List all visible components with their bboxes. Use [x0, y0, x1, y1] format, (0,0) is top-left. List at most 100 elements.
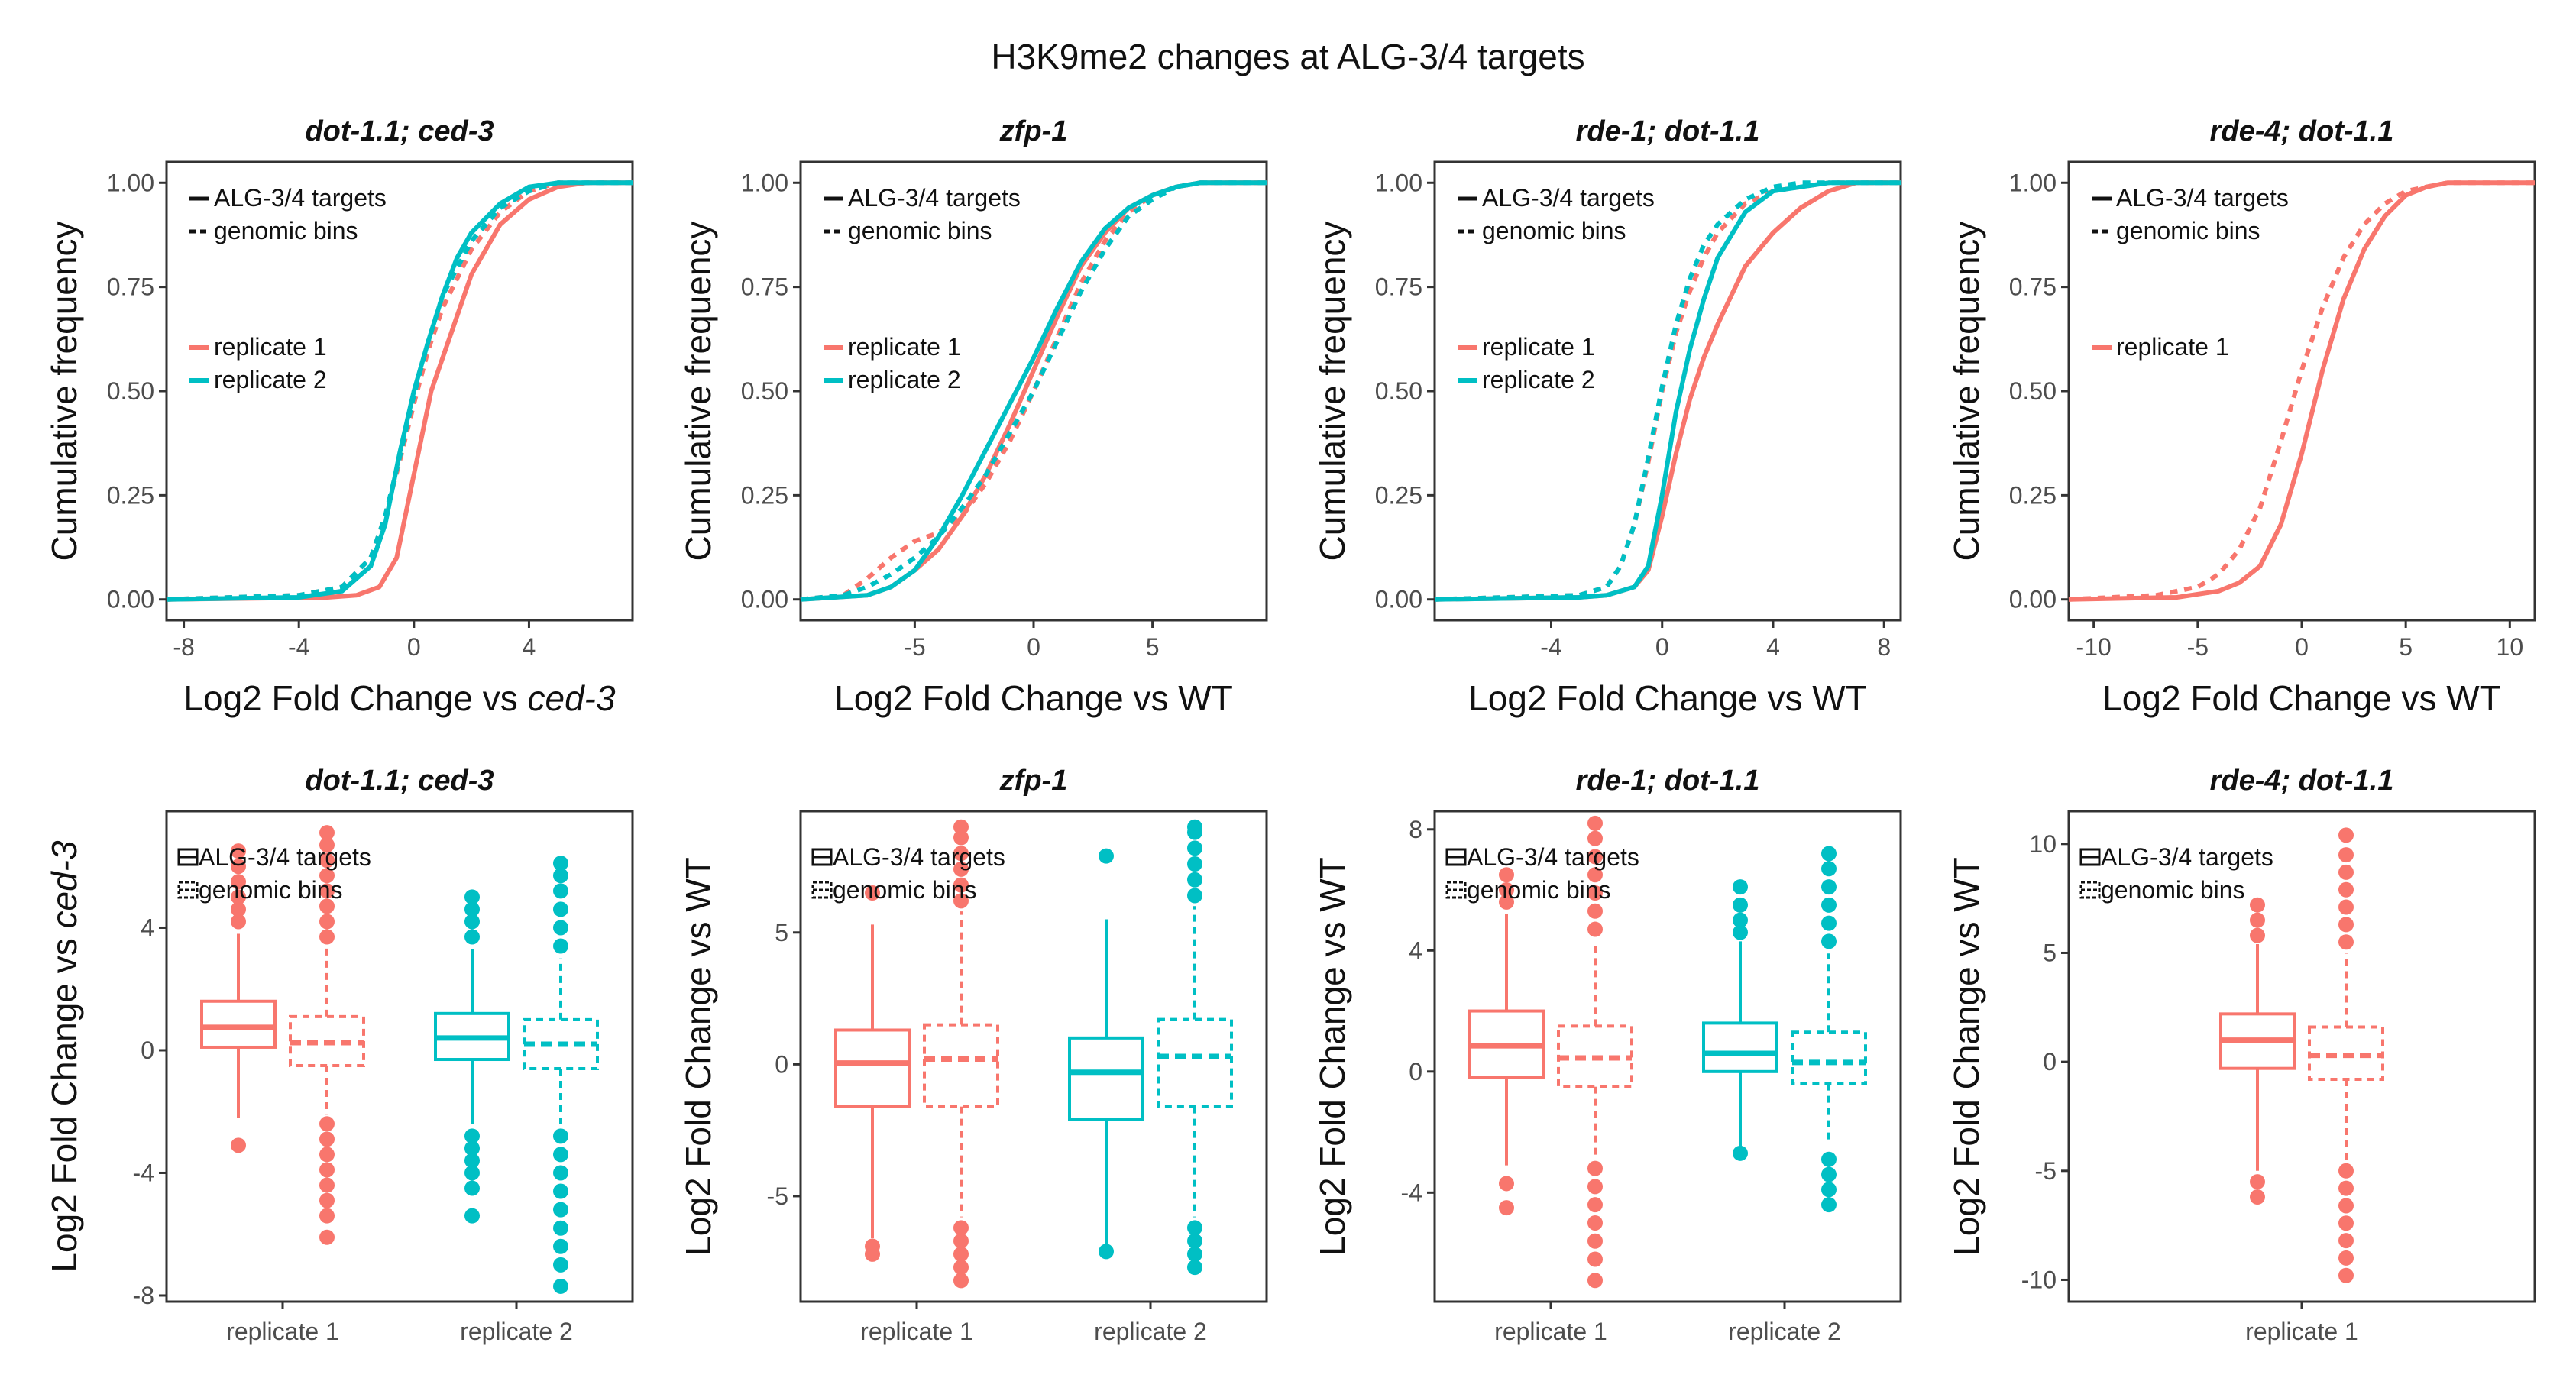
legend-label-replicate-2: replicate 2 [848, 366, 961, 393]
x-tick-label: -10 [2076, 633, 2112, 661]
outlier-point [1499, 1176, 1514, 1192]
box-replicate-2-solid [1068, 848, 1144, 1260]
y-tick-label: 0.00 [741, 586, 788, 613]
panel-4: rde-4; dot-1.1 0.00 0.25 0.50 0.75 1.00 -10 -5 0… [1947, 115, 2536, 718]
y-tick-label: 0 [775, 1050, 788, 1078]
y-tick-label: -10 [2021, 1266, 2057, 1293]
outlier-point [2338, 899, 2354, 915]
outlier-point [1821, 879, 1837, 895]
outlier-point [2338, 1180, 2354, 1196]
x-tick-label: replicate 1 [2245, 1318, 2358, 1345]
y-tick-label: 4 [141, 914, 154, 941]
outlier-point [1821, 1182, 1837, 1198]
outlier-point [1499, 1200, 1514, 1216]
legend-label-dashed: genomic bins [848, 217, 992, 244]
outlier-point [553, 938, 568, 954]
legend-label-dashed: genomic bins [214, 217, 358, 244]
y-tick-label: 0.75 [741, 273, 788, 301]
legend-key-box-dashed [177, 881, 199, 899]
outlier-point [553, 883, 568, 899]
outlier-point [1499, 867, 1514, 883]
outlier-point [319, 1131, 335, 1147]
y-tick-label: 0 [141, 1037, 154, 1064]
box-iqr [1702, 1021, 1778, 1073]
legend-key-box-dashed [2079, 881, 2101, 899]
legend-key-box-solid [2079, 848, 2101, 866]
y-tick-label: 0.75 [1375, 273, 1422, 301]
y-axis-title: Log2 Fold Change vs WT [1312, 857, 1352, 1256]
box-replicate-1-solid [1468, 867, 1545, 1216]
y-axis-title: Cumulative frequency [1312, 222, 1352, 561]
outlier-point [319, 852, 335, 869]
x-axis-title: Log2 Fold Change vs ced-3 [183, 678, 616, 718]
outlier-point [231, 914, 246, 930]
y-tick-label: 5 [2043, 939, 2057, 966]
outlier-point [1821, 933, 1837, 949]
series-line-replicate-2-solid [800, 180, 1267, 602]
outlier-point [464, 889, 480, 905]
y-tick-label: 8 [1409, 816, 1422, 843]
box-iqr [1157, 1017, 1233, 1108]
x-tick-label: 0 [1655, 633, 1669, 661]
outlier-point [1821, 915, 1837, 931]
panel-title: rde-1; dot-1.1 [1576, 115, 1760, 147]
outlier-point [953, 1273, 969, 1289]
x-tick-label: replicate 1 [1494, 1318, 1607, 1345]
y-tick-label: -4 [133, 1159, 154, 1186]
legend-label-box-solid: ALG-3/4 targets [199, 843, 371, 871]
outlier-point [319, 883, 335, 899]
outlier-point [553, 1165, 568, 1181]
x-tick-label: replicate 2 [1728, 1318, 1841, 1345]
legend-label-solid: ALG-3/4 targets [214, 184, 387, 212]
panel-title: rde-1; dot-1.1 [1576, 765, 1760, 797]
y-tick-label: 0.25 [2009, 481, 2057, 509]
outlier-point [865, 885, 880, 901]
legend-label-box-dashed: genomic bins [833, 876, 977, 904]
legend-label-solid: ALG-3/4 targets [1482, 184, 1655, 212]
outlier-point [1587, 885, 1603, 901]
x-tick-label: replicate 1 [226, 1318, 339, 1345]
outlier-point [953, 846, 969, 862]
legend-label-replicate-2: replicate 2 [1482, 366, 1595, 393]
outlier-point [1733, 1145, 1748, 1161]
y-tick-label: 0.50 [1375, 377, 1422, 405]
x-tick-label: 0 [407, 633, 421, 661]
y-axis-title: Log2 Fold Change vs WT [1947, 857, 1986, 1256]
box-replicate-1-solid [200, 843, 277, 1153]
outlier-point [1587, 830, 1603, 846]
x-tick-label: replicate 2 [1094, 1318, 1207, 1345]
outlier-point [1733, 924, 1748, 940]
outlier-point [953, 1233, 969, 1249]
outlier-point [953, 1260, 969, 1276]
panel-title: rde-4; dot-1.1 [2210, 765, 2394, 797]
legend-label-box-solid: ALG-3/4 targets [833, 843, 1005, 871]
y-tick-label: -4 [1401, 1179, 1422, 1206]
x-tick-label: 5 [1146, 633, 1160, 661]
box-iqr [923, 1023, 999, 1108]
y-tick-label: 1.00 [107, 169, 154, 196]
outlier-point [319, 1116, 335, 1132]
y-tick-label: 0.25 [741, 481, 788, 509]
outlier-point [231, 901, 246, 917]
outlier-point [553, 901, 568, 917]
plot-frame [1433, 810, 1902, 1303]
legend-key-box-solid [177, 848, 199, 866]
outlier-point [1821, 1151, 1837, 1167]
panel-title: zfp-1 [999, 765, 1068, 797]
outlier-point [319, 1147, 335, 1163]
outlier-point [319, 1162, 335, 1178]
outlier-point [1587, 1197, 1603, 1213]
legend-label-box-solid: ALG-3/4 targets [1467, 843, 1639, 871]
legend-key-box-frame [1445, 881, 1467, 899]
outlier-point [1587, 1160, 1603, 1176]
legend-label-replicate-1: replicate 1 [214, 333, 327, 361]
outlier-point [319, 837, 335, 853]
outlier-point [553, 868, 568, 884]
series-line-replicate-2-dashed [166, 180, 633, 602]
outlier-point [319, 914, 335, 930]
y-tick-label: 5 [775, 919, 788, 946]
outlier-point [319, 1208, 335, 1224]
outlier-point [553, 1238, 568, 1254]
legend-key-box-dashed [1445, 881, 1467, 899]
outlier-point [2250, 927, 2265, 943]
